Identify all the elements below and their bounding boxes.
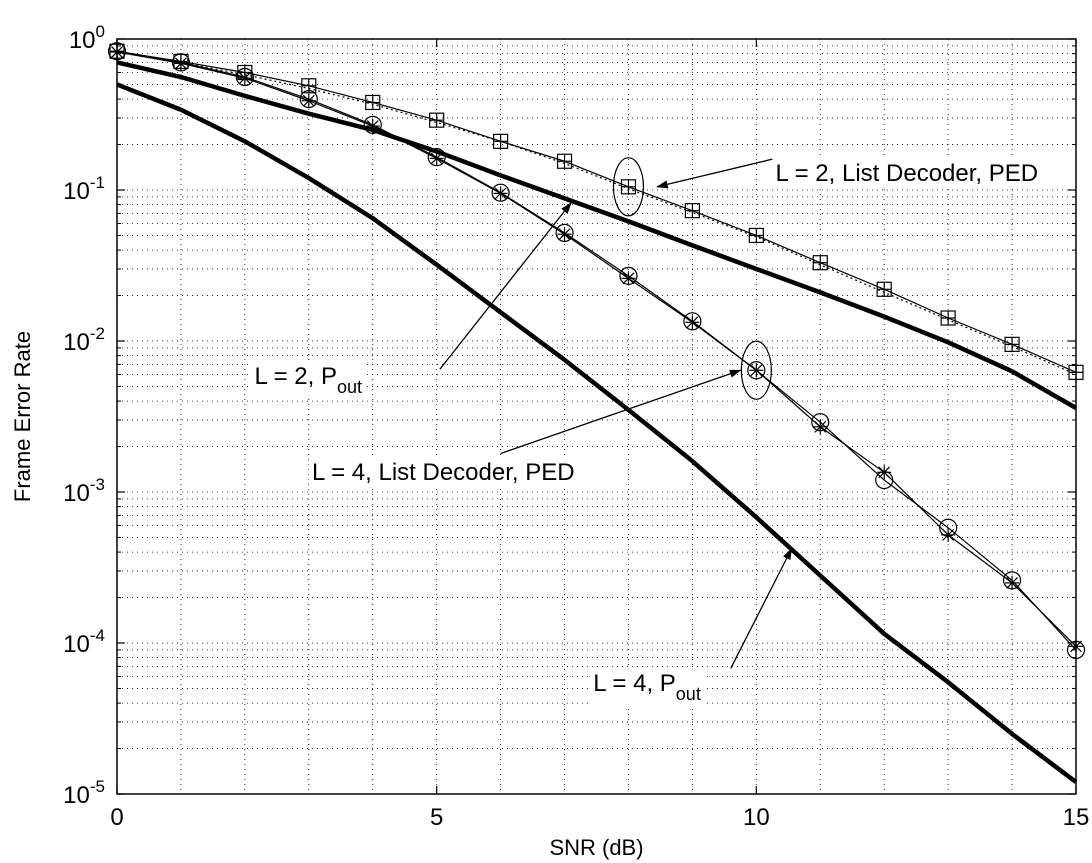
x-axis-label: SNR (dB) [549,835,643,860]
data-point-star [173,56,188,71]
y-tick-label: 10-3 [63,475,105,507]
data-point-star [237,71,252,86]
data-point-circle [555,223,574,242]
x-tick-label: 0 [110,804,123,831]
axis-ticks: 0 5 10 15 100 10-1 10-2 10-3 10-4 10-5 [63,22,1089,831]
star-d2 [494,187,507,200]
star-d2 [366,120,379,133]
data-point-star [557,227,572,242]
x-tick-label: 10 [743,804,770,831]
y-axis-label: Frame Error Rate [10,331,35,502]
star-d2 [942,528,955,541]
data-point-circle [235,67,254,87]
series-line-list2_squares [116,50,1077,373]
y-tick-label: 100 [69,22,105,54]
x-tick-label: 15 [1063,804,1090,831]
star-d2 [430,152,443,165]
star-d2 [302,94,315,107]
annotation-bg-list2 [772,158,1042,188]
star-d2 [238,72,251,85]
data-point-star [493,186,508,201]
data-point-star [685,315,700,330]
y-tick-label: 10-5 [63,777,105,809]
annotation-bg-list4 [308,458,578,488]
star-d2 [814,420,827,433]
annotation-label-list4: L = 4, List Decoder, PED [312,459,575,486]
annotation-arrow-list4 [500,369,742,455]
annotation-bg-pout2 [251,361,365,398]
annotation-ellipse-list2 [612,157,645,217]
data-point-square [684,203,701,219]
data-point-square [876,281,892,297]
data-point-circle [363,115,382,134]
data-point-star [1005,575,1020,590]
annotation-arrow-pout4 [730,547,793,669]
data-point-circle [427,148,446,167]
data-point-square [365,94,381,111]
y-tick-label: 10-4 [63,626,105,658]
data-point-star [941,527,956,542]
star-d2 [558,228,571,241]
y-tick-label: 10-2 [63,324,105,356]
star-d2 [622,272,635,285]
data-point-star [621,271,636,286]
star-d2 [175,57,187,70]
data-point-star [749,363,764,378]
data-point-circle [683,312,702,331]
series-line-list4_stars [116,51,1077,647]
series-line-list4_circles [116,50,1077,651]
annotation-arrow-list2 [656,158,773,189]
annotation-arrow-pout2 [439,202,572,370]
annotation-label-pout2: L = 2, Pout [254,363,362,397]
data-point-star [301,93,316,108]
y-tick-label: 10-1 [63,173,105,205]
data-point-square [429,112,445,128]
plot-area-frame [116,38,1077,795]
annotation-label-pout4: L = 4, Pout [593,670,701,704]
star-d2 [686,316,699,329]
data-point-square [748,227,764,244]
series-line-pout4 [116,82,1078,784]
annotations-layer: L = 2, List Decoder, PED L = 2, Pout L = 4… [251,157,1042,706]
annotation-bg-pout4 [590,669,704,706]
star-d2 [878,466,891,479]
x-tick-label: 5 [430,804,443,831]
star-d2 [750,364,763,377]
annotation-label-list2: L = 2, List Decoder, PED [776,160,1039,187]
series-line-pout2 [116,60,1078,410]
data-point-circle [747,361,766,380]
data-point-circle [491,183,510,202]
data-point-star [429,151,444,166]
data-point-star [365,119,380,134]
series-line-list2_plus [116,51,1077,376]
star-d2 [1006,576,1018,589]
data-point-star [877,465,892,480]
data-point-star [813,419,828,434]
data-point-square [493,133,509,149]
